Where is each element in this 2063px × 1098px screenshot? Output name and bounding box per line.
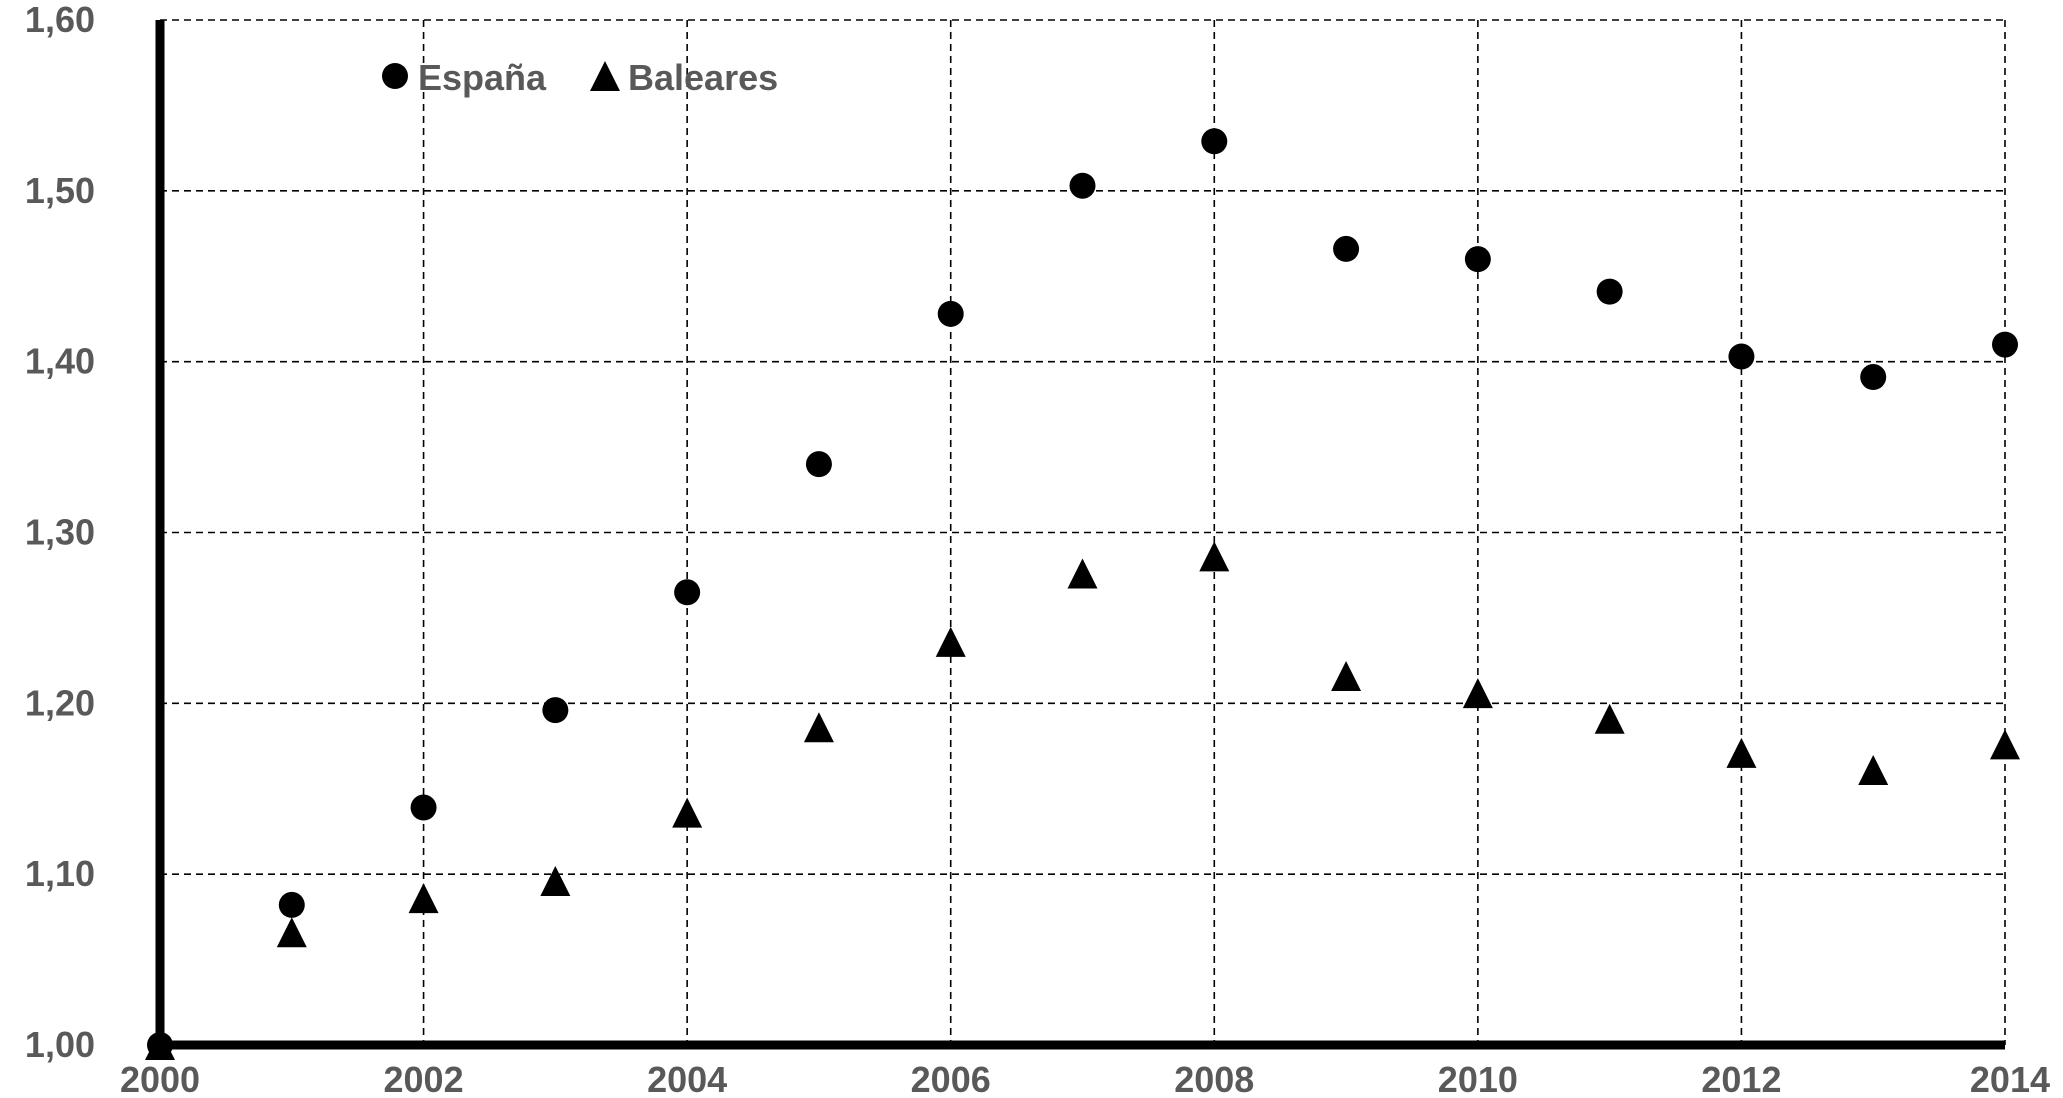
point-baleares-2007 xyxy=(1067,558,1098,589)
point-espana-2003 xyxy=(542,697,569,724)
y-axis-ticks: 1,00 1,10 1,20 1,30 1,40 1,50 1,60 xyxy=(25,0,95,1065)
y-tick-label: 1,40 xyxy=(25,341,95,382)
x-tick-label: 2000 xyxy=(120,1059,200,1098)
y-tick-label: 1,00 xyxy=(25,1024,95,1065)
x-axis-ticks: 2000 2002 2004 2006 2008 2010 2012 2014 xyxy=(120,1059,2050,1098)
x-tick-label: 2006 xyxy=(911,1059,991,1098)
point-baleares-2014 xyxy=(1990,729,2020,760)
legend-label: Baleares xyxy=(628,57,778,98)
point-espana-2004 xyxy=(674,579,701,606)
point-espana-2002 xyxy=(410,794,437,821)
point-baleares-2003 xyxy=(540,866,571,896)
point-baleares-2009 xyxy=(1331,661,1362,691)
x-tick-label: 2012 xyxy=(1701,1059,1781,1098)
legend: España Baleares xyxy=(382,57,778,98)
point-espana-2001 xyxy=(278,891,305,918)
point-espana-2011 xyxy=(1596,278,1623,305)
series-baleares xyxy=(145,541,2020,1060)
grid xyxy=(160,19,2006,1045)
point-baleares-2005 xyxy=(803,712,834,743)
point-baleares-2013 xyxy=(1858,754,1889,785)
point-baleares-2001 xyxy=(276,917,307,948)
legend-item-baleares: Baleares xyxy=(590,57,778,98)
axes xyxy=(155,20,2005,1050)
legend-label: España xyxy=(418,57,547,98)
point-baleares-2012 xyxy=(1726,737,1757,768)
data-points xyxy=(145,128,2020,1060)
point-espana-2012 xyxy=(1728,343,1755,370)
point-baleares-2011 xyxy=(1594,703,1625,734)
point-espana-2007 xyxy=(1069,172,1096,199)
point-baleares-2008 xyxy=(1199,541,1230,572)
y-tick-label: 1,30 xyxy=(25,512,95,553)
point-espana-2008 xyxy=(1201,128,1228,155)
x-tick-label: 2014 xyxy=(1970,1059,2050,1098)
point-espana-2013 xyxy=(1860,364,1887,391)
point-espana-2006 xyxy=(937,300,964,327)
point-baleares-2006 xyxy=(935,626,966,657)
x-tick-label: 2010 xyxy=(1438,1059,1518,1098)
point-espana-2010 xyxy=(1464,246,1491,273)
point-baleares-2010 xyxy=(1462,678,1493,709)
x-tick-label: 2002 xyxy=(384,1059,464,1098)
x-tick-label: 2008 xyxy=(1174,1059,1254,1098)
point-espana-2014 xyxy=(1992,331,2018,358)
y-tick-label: 1,60 xyxy=(25,0,95,40)
point-espana-2005 xyxy=(805,451,832,478)
y-tick-label: 1,10 xyxy=(25,853,95,894)
point-baleares-2004 xyxy=(672,797,703,828)
legend-marker-circle xyxy=(382,63,408,89)
x-tick-label: 2004 xyxy=(647,1059,727,1098)
y-tick-label: 1,50 xyxy=(25,170,95,211)
point-baleares-2000 xyxy=(145,1030,175,1060)
point-espana-2009 xyxy=(1333,235,1360,262)
y-tick-label: 1,20 xyxy=(25,682,95,723)
series-espana xyxy=(147,128,2018,1058)
legend-marker-triangle xyxy=(590,61,620,91)
point-baleares-2002 xyxy=(408,883,439,914)
legend-item-espana: España xyxy=(382,57,547,98)
